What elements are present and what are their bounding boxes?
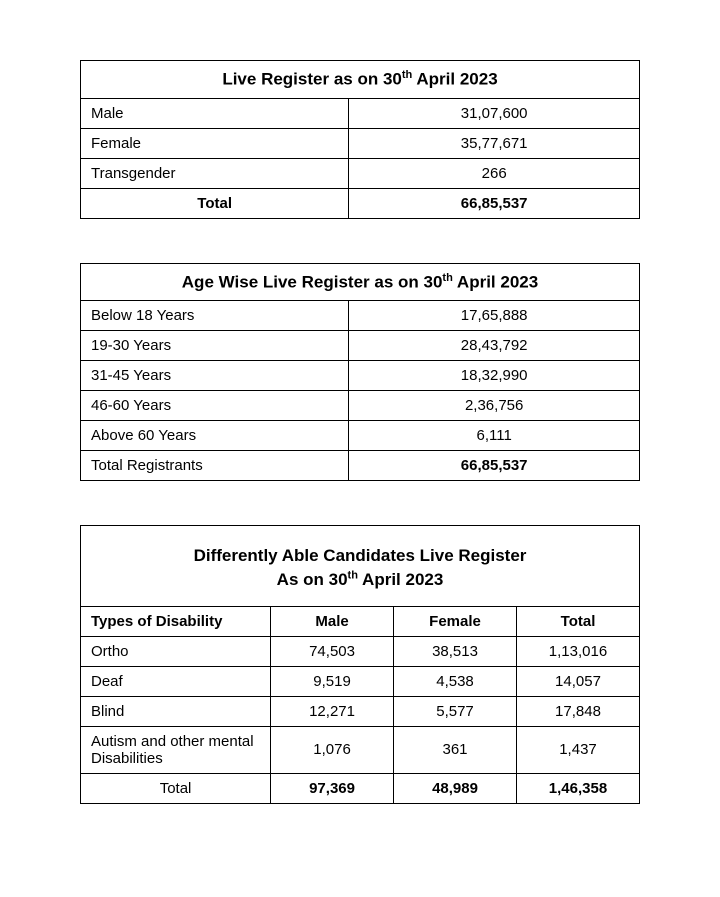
table3-header-row: Types of Disability Male Female Total xyxy=(81,606,640,636)
row-label: Male xyxy=(81,98,349,128)
table2-title-row: Age Wise Live Register as on 30th April … xyxy=(81,263,640,301)
table1-total-row: Total 66,85,537 xyxy=(81,188,640,218)
document-page: Live Register as on 30th April 2023 Male… xyxy=(0,0,720,804)
row-label: 31-45 Years xyxy=(81,361,349,391)
table1-title-sup: th xyxy=(402,69,412,81)
row-value: 1,437 xyxy=(517,726,640,773)
table3-total-row: Total 97,369 48,989 1,46,358 xyxy=(81,773,640,803)
table-row: Ortho 74,503 38,513 1,13,016 xyxy=(81,636,640,666)
table2-total-row: Total Registrants 66,85,537 xyxy=(81,451,640,481)
row-value: 14,057 xyxy=(517,666,640,696)
row-label: Blind xyxy=(81,696,271,726)
table1-title-row: Live Register as on 30th April 2023 xyxy=(81,61,640,99)
table2-title-pre: Age Wise Live Register as on 30 xyxy=(182,272,443,291)
table3-title-row: Differently Able Candidates Live Registe… xyxy=(81,526,640,607)
row-value: 6,111 xyxy=(349,421,640,451)
table-row: Above 60 Years 6,111 xyxy=(81,421,640,451)
table2-title-post: April 2023 xyxy=(453,272,538,291)
row-value: 1,076 xyxy=(271,726,394,773)
row-label: Above 60 Years xyxy=(81,421,349,451)
row-label: Deaf xyxy=(81,666,271,696)
row-value: 74,503 xyxy=(271,636,394,666)
table-row: Transgender 266 xyxy=(81,158,640,188)
row-value: 9,519 xyxy=(271,666,394,696)
differently-able-table: Differently Able Candidates Live Registe… xyxy=(80,525,640,804)
row-value: 17,848 xyxy=(517,696,640,726)
total-value: 1,46,358 xyxy=(517,773,640,803)
total-value: 66,85,537 xyxy=(349,188,640,218)
row-value: 17,65,888 xyxy=(349,301,640,331)
table3-title-line2-sup: th xyxy=(348,569,358,581)
row-value: 1,13,016 xyxy=(517,636,640,666)
row-value: 18,32,990 xyxy=(349,361,640,391)
table-row: Deaf 9,519 4,538 14,057 xyxy=(81,666,640,696)
row-label: Ortho xyxy=(81,636,271,666)
row-value: 266 xyxy=(349,158,640,188)
total-value: 66,85,537 xyxy=(349,451,640,481)
row-value: 361 xyxy=(394,726,517,773)
row-label: Transgender xyxy=(81,158,349,188)
total-label: Total xyxy=(81,188,349,218)
row-value: 2,36,756 xyxy=(349,391,640,421)
table3-title-line2-pre: As on 30 xyxy=(277,570,348,589)
row-label: Below 18 Years xyxy=(81,301,349,331)
col-header: Types of Disability xyxy=(81,606,271,636)
live-register-table: Live Register as on 30th April 2023 Male… xyxy=(80,60,640,219)
table-row: Autism and other mental Disabilities 1,0… xyxy=(81,726,640,773)
row-value: 28,43,792 xyxy=(349,331,640,361)
age-wise-table: Age Wise Live Register as on 30th April … xyxy=(80,263,640,482)
row-label: 19-30 Years xyxy=(81,331,349,361)
table-row: 31-45 Years 18,32,990 xyxy=(81,361,640,391)
table-row: 46-60 Years 2,36,756 xyxy=(81,391,640,421)
row-value: 12,271 xyxy=(271,696,394,726)
row-value: 35,77,671 xyxy=(349,128,640,158)
table-row: 19-30 Years 28,43,792 xyxy=(81,331,640,361)
table2-title-sup: th xyxy=(442,272,452,284)
total-value: 48,989 xyxy=(394,773,517,803)
row-value: 4,538 xyxy=(394,666,517,696)
col-header: Female xyxy=(394,606,517,636)
total-value: 97,369 xyxy=(271,773,394,803)
row-value: 5,577 xyxy=(394,696,517,726)
table3-title-line2-post: April 2023 xyxy=(358,570,443,589)
row-value: 38,513 xyxy=(394,636,517,666)
col-header: Male xyxy=(271,606,394,636)
total-label: Total Registrants xyxy=(81,451,349,481)
row-label: Female xyxy=(81,128,349,158)
row-value: 31,07,600 xyxy=(349,98,640,128)
row-label: 46-60 Years xyxy=(81,391,349,421)
table3-title: Differently Able Candidates Live Registe… xyxy=(81,526,640,607)
table-row: Below 18 Years 17,65,888 xyxy=(81,301,640,331)
total-label: Total xyxy=(81,773,271,803)
col-header: Total xyxy=(517,606,640,636)
table2-title: Age Wise Live Register as on 30th April … xyxy=(81,263,640,301)
row-label: Autism and other mental Disabilities xyxy=(81,726,271,773)
table1-title-post: April 2023 xyxy=(412,70,497,89)
table-row: Female 35,77,671 xyxy=(81,128,640,158)
table3-title-line1: Differently Able Candidates Live Registe… xyxy=(194,546,527,565)
table-row: Male 31,07,600 xyxy=(81,98,640,128)
table1-title-pre: Live Register as on 30 xyxy=(222,70,402,89)
table-row: Blind 12,271 5,577 17,848 xyxy=(81,696,640,726)
table1-title: Live Register as on 30th April 2023 xyxy=(81,61,640,99)
